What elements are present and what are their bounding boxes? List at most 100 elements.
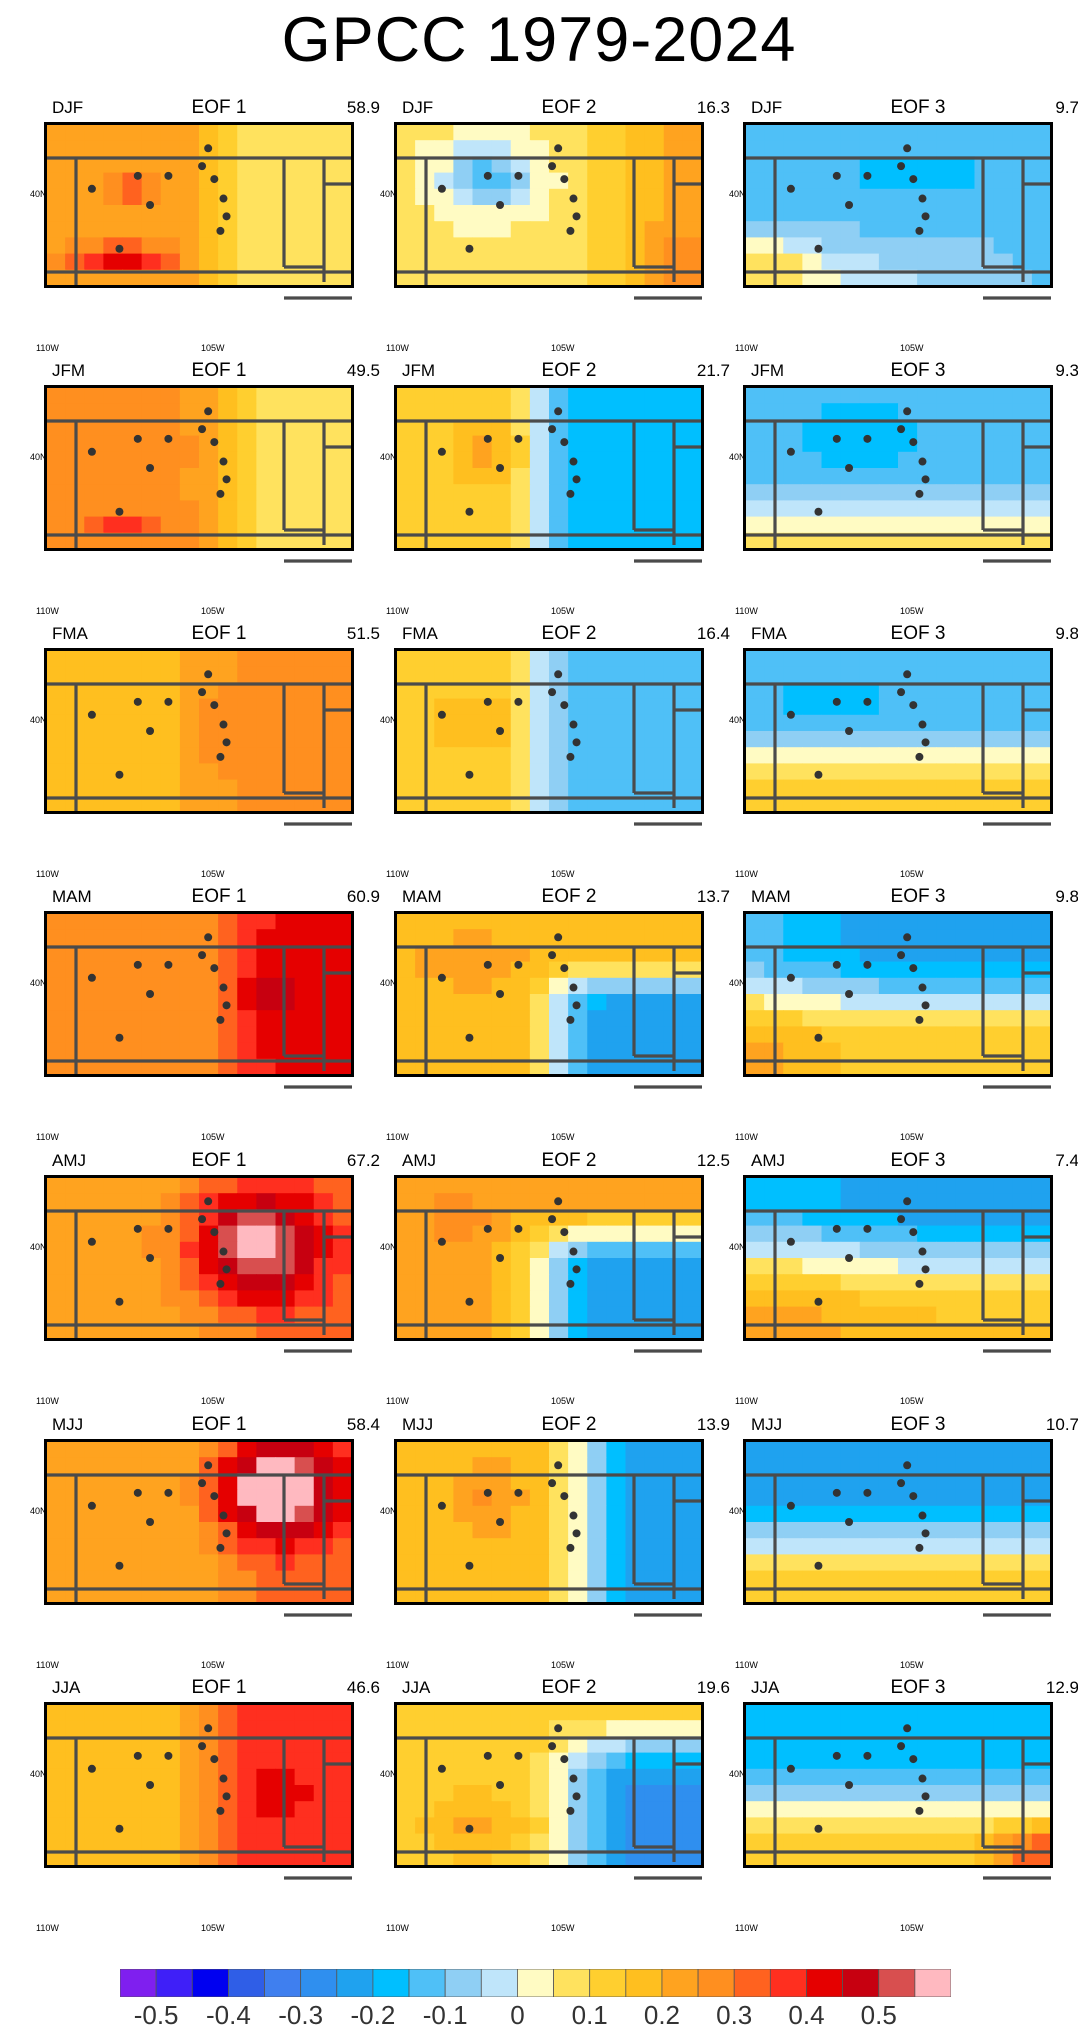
grid-cell (434, 156, 454, 174)
grid-cell (587, 1768, 607, 1786)
grid-cell (313, 913, 334, 930)
grid-cell (453, 532, 474, 550)
grid-cell (840, 221, 861, 238)
grid-cell (1031, 468, 1052, 485)
grid-cell (955, 269, 976, 287)
grid-cell (587, 1473, 607, 1491)
season-label: AMJ (751, 1151, 785, 1170)
grid-cell (1031, 532, 1052, 550)
grid-cell (587, 714, 607, 732)
grid-cell (682, 1042, 703, 1060)
grid-cell (434, 253, 454, 271)
grid-cell (955, 1801, 976, 1818)
grid-cell (84, 403, 104, 420)
grid-cell (237, 1010, 257, 1027)
grid-cell (160, 1026, 181, 1044)
grid-cell (936, 1241, 956, 1259)
grid-cell (682, 666, 703, 683)
grid-cell (313, 1177, 334, 1194)
grid-cell (878, 929, 899, 946)
grid-cell (549, 1010, 569, 1027)
grid-cell (179, 484, 200, 501)
grid-cell (936, 1441, 956, 1458)
grid-cell (955, 1554, 976, 1572)
grid-cell (587, 1306, 607, 1324)
grid-cell (644, 140, 665, 157)
grid-cell (160, 1258, 181, 1275)
grid-cell (917, 1473, 937, 1491)
grid-cell (821, 1704, 842, 1721)
grid-cell (644, 172, 665, 190)
station-dot (903, 407, 912, 416)
grid-cell (491, 666, 512, 683)
eof-map (743, 648, 1053, 826)
grid-cell (1031, 1833, 1052, 1851)
grid-cell (218, 763, 238, 781)
grid-cell (453, 795, 474, 813)
grid-cell (122, 1849, 143, 1867)
grid-cell (745, 387, 765, 404)
grid-cell (103, 253, 124, 271)
grid-cell (549, 253, 569, 271)
grid-cell (179, 747, 200, 764)
grid-cell (141, 1752, 162, 1770)
grid-cell (46, 977, 66, 995)
grid-cell (606, 1322, 627, 1340)
grid-cell (472, 666, 493, 683)
grid-cell (568, 1586, 588, 1604)
grid-cell (332, 666, 353, 683)
grid-cell (993, 172, 1014, 190)
grid-cell (587, 1010, 607, 1027)
grid-cell (587, 1505, 607, 1523)
grid-cell (644, 1193, 665, 1210)
grid-cell (294, 1441, 315, 1458)
grid-cell (434, 1522, 454, 1539)
grid-cell (237, 516, 257, 534)
grid-cell (46, 1290, 66, 1308)
grid-cell (625, 666, 646, 683)
grid-cell (491, 1801, 512, 1818)
grid-cell (993, 1505, 1014, 1523)
grid-cell (434, 1570, 454, 1588)
grid-cell (218, 913, 238, 930)
grid-cell (199, 451, 219, 469)
grid-cell (783, 1010, 803, 1027)
grid-cell (682, 484, 703, 501)
grid-cell (510, 1193, 531, 1210)
grid-cell (821, 516, 842, 534)
grid-cell (491, 419, 512, 437)
eof-map (743, 911, 1053, 1089)
grid-cell (917, 1704, 937, 1721)
grid-cell (396, 435, 416, 453)
grid-cell (682, 913, 703, 930)
station-dot (115, 1297, 124, 1306)
grid-cell (606, 961, 627, 979)
grid-cell (84, 1322, 104, 1340)
station-dot (814, 770, 823, 779)
grid-cell (332, 419, 353, 437)
grid-cell (783, 945, 803, 963)
grid-cell (745, 1441, 765, 1458)
station-dot (845, 1518, 854, 1526)
grid-cell (122, 1768, 143, 1786)
grid-cell (141, 532, 162, 550)
eof-label: EOF 3 (890, 97, 946, 118)
map-frame (394, 911, 704, 1077)
grid-cell (199, 1538, 219, 1555)
grid-cell (587, 795, 607, 813)
grid-cell (332, 1768, 353, 1786)
grid-cell (472, 1538, 493, 1555)
grid-cell (122, 1704, 143, 1721)
grid-cell (510, 1554, 531, 1572)
station-dot (465, 1033, 474, 1042)
grid-cell (179, 1177, 200, 1194)
grid-cell (275, 1322, 296, 1340)
station-dot (832, 697, 841, 706)
grid-cell (237, 1026, 257, 1044)
grid-cell (606, 1505, 627, 1523)
station-dot (222, 1529, 231, 1538)
grid-cell (955, 682, 976, 700)
map-frame (743, 1702, 1053, 1868)
grid-cell (46, 650, 66, 667)
grid-cell (936, 1274, 956, 1291)
